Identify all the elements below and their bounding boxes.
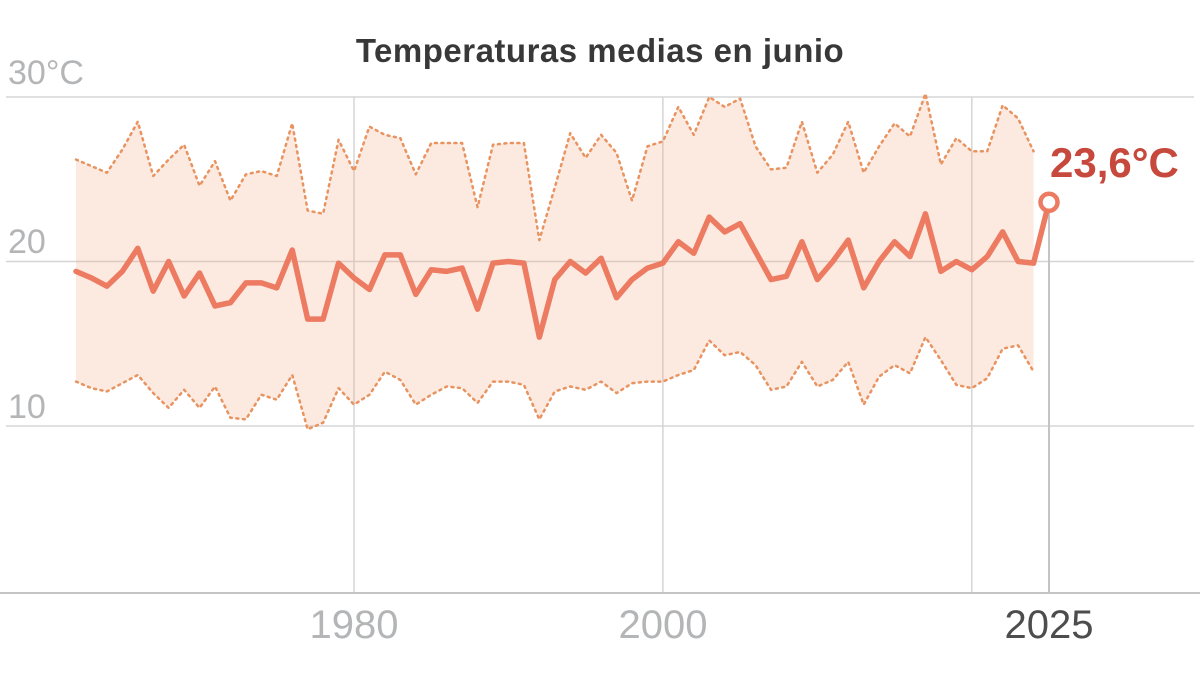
y-axis-tick-20: 20 — [8, 223, 46, 261]
x-axis-tick-2000: 2000 — [618, 603, 708, 647]
min-max-band-area — [76, 93, 1034, 430]
chart-title: Temperaturas medias en junio — [355, 32, 845, 69]
x-axis-tick-1980: 1980 — [309, 603, 399, 647]
mean-temperature-line — [73, 199, 1052, 340]
latest-value-marker — [1038, 191, 1060, 214]
max-temperature-dotted-line — [74, 92, 1035, 242]
latest-value-annotation: 23,6°C — [1050, 139, 1179, 186]
y-axis-tick-10: 10 — [8, 388, 46, 426]
min-temperature-dotted-line — [74, 335, 1035, 431]
y-axis-tick-30: 30°C — [8, 54, 84, 92]
x-axis-tick-2025: 2025 — [1004, 603, 1094, 647]
